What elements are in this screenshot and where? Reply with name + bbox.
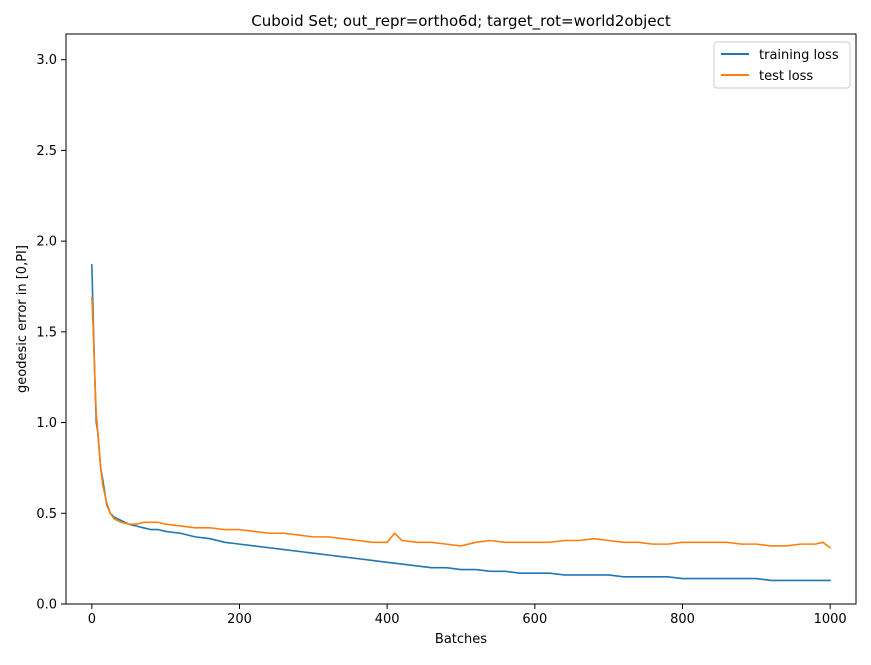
y-tick-label: 1.5 [36, 325, 57, 340]
x-tick-label: 1000 [814, 612, 847, 627]
x-axis-label: Batches [435, 632, 487, 647]
x-tick-label: 200 [227, 612, 252, 627]
series-line-training-loss [91, 263, 831, 582]
x-axis-ticks: 0 200 400 600 800 1000 [88, 604, 847, 627]
y-tick-label: 2.0 [36, 235, 57, 250]
x-tick-label: 0 [88, 612, 96, 627]
y-axis-ticks: 0.0 0.5 1.0 1.5 2.0 2.5 3.0 [36, 53, 66, 613]
y-axis-label: geodesic error in [0,PI] [15, 245, 30, 393]
x-tick-label: 600 [522, 612, 547, 627]
y-tick-label: 0.0 [36, 598, 57, 613]
chart-title: Cuboid Set; out_repr=ortho6d; target_rot… [251, 12, 671, 31]
x-tick-label: 400 [375, 612, 400, 627]
plot-area [65, 33, 857, 605]
y-tick-label: 1.0 [36, 416, 57, 431]
legend-label-test-loss: test loss [759, 69, 813, 84]
series-layer [91, 263, 831, 582]
series-line-test-loss [91, 296, 831, 549]
legend: training loss test loss [713, 41, 851, 89]
legend-label-training-loss: training loss [759, 48, 839, 63]
y-tick-label: 0.5 [36, 507, 57, 522]
y-tick-label: 2.5 [36, 144, 57, 159]
y-tick-label: 3.0 [36, 53, 57, 68]
x-tick-label: 800 [670, 612, 695, 627]
